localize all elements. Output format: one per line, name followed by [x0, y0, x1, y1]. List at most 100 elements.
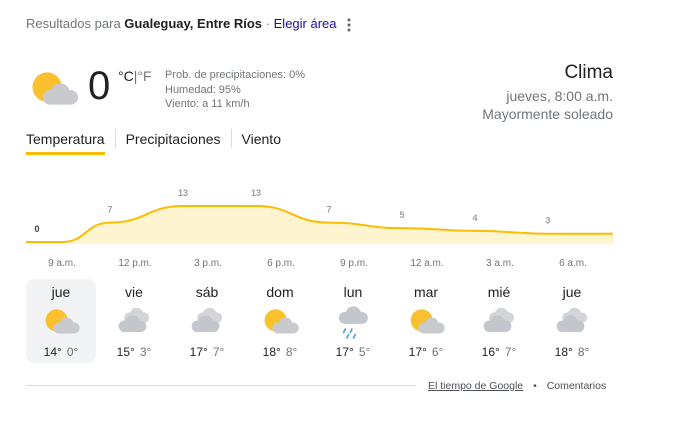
day-column[interactable]: jue 18° 8°: [537, 279, 607, 363]
time-label: 6 p.m.: [267, 258, 295, 269]
high-temp: 14°: [43, 345, 62, 359]
weather-icon: [45, 309, 80, 334]
temperature-chart: 0 7 13 13 7 5 4 3 9 a.m. 12 p.m. 3 p.m. 6 p.m. 9 p.m…: [26, 188, 613, 269]
summary-title: Clima: [564, 62, 613, 83]
day-temps: 17° 5°: [318, 345, 388, 359]
temperature-label: 3: [545, 216, 550, 226]
rain-drop: [342, 328, 347, 334]
temperature-label: 4: [472, 213, 477, 223]
high-temp: 18°: [262, 345, 281, 359]
weather-icon: [338, 306, 368, 339]
tab-divider: [230, 129, 232, 148]
high-temp: 17°: [335, 345, 354, 359]
tab[interactable]: Precipitaciones: [125, 131, 221, 147]
day-column[interactable]: sáb 17° 7°: [172, 279, 242, 363]
day-column[interactable]: mié 16° 7°: [464, 279, 534, 363]
day-icon-box: [464, 306, 534, 340]
unit-f[interactable]: °F: [137, 68, 152, 84]
low-temp: 6°: [431, 345, 444, 359]
day-column[interactable]: mar 17° 6°: [391, 279, 461, 363]
day-icon-box: [245, 306, 315, 340]
more-menu[interactable]: [343, 17, 355, 33]
day-name: jue: [51, 284, 71, 300]
day-icon-box: [99, 306, 169, 340]
weather-icon: [118, 307, 150, 333]
cloud-part: [58, 326, 75, 334]
temperature-label: 13: [178, 188, 188, 198]
day-column[interactable]: jue 14° 0°: [26, 279, 96, 363]
temperature-label: 5: [399, 210, 404, 220]
day-temps: 16° 7°: [464, 345, 534, 359]
weather-icon: [264, 309, 299, 334]
unit-switch: °C|°F: [118, 68, 152, 84]
temperature-label: 13: [251, 188, 261, 198]
wind: Viento: a 11 km/h: [165, 98, 250, 110]
time-label: 3 a.m.: [486, 258, 514, 269]
day-icon-box: [318, 306, 388, 340]
footer-bullet: •: [533, 380, 537, 392]
day-icon-box: [26, 306, 96, 340]
day-temps: 18° 8°: [537, 345, 607, 359]
low-temp: 0°: [66, 345, 79, 359]
separator: ·: [265, 16, 271, 31]
current-details: Prob. de precipitaciones: 0% Humedad: 95…: [165, 68, 305, 112]
low-temp: 5°: [358, 345, 371, 359]
low-temp: 8°: [577, 345, 590, 359]
time-label: 9 p.m.: [340, 258, 368, 269]
weather-icon: [410, 309, 445, 334]
high-temp: 15°: [116, 345, 135, 359]
unit-separator: |: [133, 68, 138, 84]
tab-underline: [26, 152, 105, 155]
time-label: 12 p.m.: [118, 258, 151, 269]
day-temps: 14° 0°: [26, 345, 96, 359]
day-name: sáb: [195, 284, 219, 300]
day-name: lun: [343, 284, 363, 300]
temperature-label: 0: [34, 224, 39, 234]
tab[interactable]: Viento: [241, 131, 281, 147]
weather-icon: [556, 307, 588, 333]
day-temps: 18° 8°: [245, 345, 315, 359]
source-link[interactable]: El tiempo de Google: [428, 380, 524, 392]
weather-icon: [32, 72, 78, 105]
rain-drop: [346, 333, 350, 339]
day-temps: 17° 6°: [391, 345, 461, 359]
cloud-part: [344, 316, 362, 324]
summary-condition: Mayormente soleado: [482, 106, 613, 122]
choose-area-link[interactable]: Elegir área: [273, 16, 337, 31]
time-label: 6 a.m.: [559, 258, 587, 269]
unit-c[interactable]: °C: [118, 68, 134, 84]
time-label: 9 a.m.: [48, 258, 76, 269]
cloud-part: [50, 95, 71, 105]
high-temp: 17°: [189, 345, 208, 359]
day-column[interactable]: vie 15° 3°: [99, 279, 169, 363]
tab[interactable]: Temperatura: [26, 131, 105, 147]
weather-icon: [483, 307, 515, 333]
day-temps: 17° 7°: [172, 345, 242, 359]
high-temp: 18°: [554, 345, 573, 359]
day-name: vie: [125, 284, 143, 300]
summary-time: jueves, 8:00 a.m.: [506, 88, 613, 104]
day-column[interactable]: dom 18° 8°: [245, 279, 315, 363]
cloud-part: [562, 325, 579, 333]
cloud-part: [277, 326, 294, 334]
footer-rule: [26, 385, 415, 386]
high-temp: 17°: [408, 345, 427, 359]
rain-drop: [349, 328, 353, 334]
humidity: Humedad: 95%: [165, 83, 241, 96]
day-column[interactable]: lun 17° 5°: [318, 279, 388, 363]
location: Gualeguay, Entre Ríos: [124, 16, 263, 31]
temperature-line: [26, 205, 613, 243]
summary: Clima jueves, 8:00 a.m. Mayormente solea…: [482, 62, 613, 122]
low-temp: 7°: [504, 345, 517, 359]
current-icon-box: [26, 68, 80, 117]
cloud-part: [197, 325, 214, 333]
temperature-label: 7: [107, 205, 112, 215]
high-temp: 16°: [481, 345, 500, 359]
weather-icon: [191, 307, 223, 333]
time-label: 3 p.m.: [194, 258, 222, 269]
day-icon-box: [537, 306, 607, 340]
feedback-link[interactable]: Comentarios: [546, 380, 607, 392]
day-name: dom: [266, 284, 294, 300]
temperature-area: [26, 206, 613, 244]
